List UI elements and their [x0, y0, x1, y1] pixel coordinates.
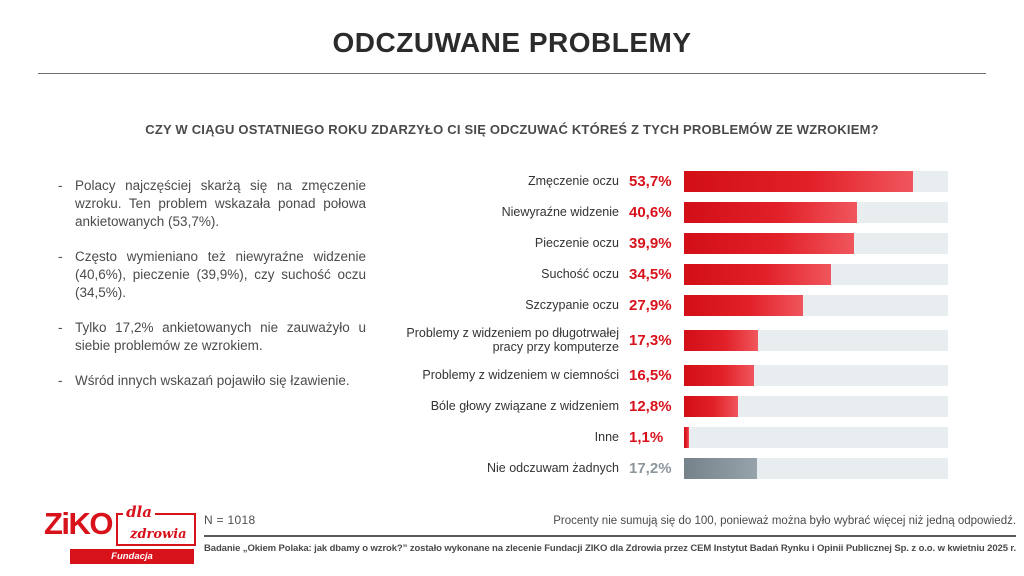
bar-label: Inne	[594, 430, 619, 445]
bar-fill	[684, 202, 857, 224]
bar-track	[684, 171, 948, 193]
bar-track	[684, 395, 948, 417]
bullet-dash: -	[58, 372, 63, 388]
bar-label: Nie odczuwam żadnych	[486, 461, 619, 476]
bar-track	[684, 364, 948, 386]
bar-fill	[684, 295, 803, 317]
footer-right: N = 1018 Procenty nie sumują się do 100,…	[204, 510, 1016, 554]
bar-chart: Zmęczenie oczu 53,7% Niewyraźne widzenie 40…	[374, 171, 948, 489]
bar-value: 40,6%	[629, 204, 672, 222]
chart-row: Bóle głowy związane z widzeniem 12,8%	[374, 395, 948, 417]
bar-value: 12,8%	[629, 397, 672, 415]
bullet-text: Wśród innych wskazań pojawiło się łzawie…	[75, 372, 350, 388]
chart-row: Szczypanie oczu 27,9%	[374, 295, 948, 317]
footer-top-row: N = 1018 Procenty nie sumują się do 100,…	[204, 510, 1016, 527]
bar-label: Suchość oczu	[541, 267, 619, 282]
chart-row: Problemy z widzeniem w ciemności 16,5%	[374, 364, 948, 386]
bar-label: Zmęczenie oczu	[527, 174, 619, 189]
title-divider	[38, 72, 986, 75]
zdrowia-label: zdrowia	[130, 527, 187, 542]
bar-fill	[684, 329, 758, 351]
bullet-dash: -	[58, 178, 63, 194]
bullet-dash: -	[58, 319, 63, 335]
ziko-logo-top: ZiKO dla zdrowia	[44, 505, 196, 546]
chart-row: Pieczenie oczu 39,9%	[374, 233, 948, 255]
bar-fill	[684, 171, 913, 193]
bullet-dash: -	[58, 248, 63, 264]
chart-row: Niewyraźne widzenie 40,6%	[374, 202, 948, 224]
bar-fill	[684, 264, 831, 286]
sample-size-label: N = 1018	[204, 513, 256, 527]
page-title: ODCZUWANE PROBLEMY	[332, 27, 692, 58]
bar-track	[684, 426, 948, 448]
bar-value: 17,3%	[629, 331, 672, 349]
percent-note: Procenty nie sumują się do 100, ponieważ…	[553, 515, 1017, 527]
chart-row: Inne 1,1%	[374, 426, 948, 448]
bar-label: Problemy z widzeniem w ciemności	[422, 368, 619, 383]
insights-list: - Polacy najczęściej skarżą się na zmęcze…	[58, 171, 366, 489]
bar-track	[684, 295, 948, 317]
ziko-logo: ZiKO dla zdrowia Fundacja	[44, 505, 196, 564]
bar-fill	[684, 395, 739, 417]
bar-value: 16,5%	[629, 366, 672, 384]
bar-track	[684, 202, 948, 224]
dla-script-label: dla	[123, 505, 155, 520]
bullet-text: Polacy najczęściej skarżą się na zmęczen…	[75, 178, 366, 229]
bar-value: 39,9%	[629, 235, 672, 253]
bar-track	[684, 457, 948, 479]
chart-row: Problemy z widzeniem po długotrwałej pra…	[374, 326, 948, 355]
bullet-item: - Często wymieniano też niewyraźne widzen…	[58, 248, 366, 302]
survey-question: CZY W CIĄGU OSTATNIEGO ROKU ZDARZYŁO CI …	[145, 122, 879, 138]
bar-label: Bóle głowy związane z widzeniem	[430, 399, 619, 414]
bullet-text: Tylko 17,2% ankietowanych nie zauważyło …	[75, 319, 366, 353]
ziko-wordmark: ZiKO	[44, 506, 114, 541]
bar-label: Niewyraźne widzenie	[501, 205, 619, 220]
bar-fill	[684, 457, 758, 479]
dla-zdrowia-box: dla zdrowia	[116, 505, 196, 546]
bar-track	[684, 233, 948, 255]
bar-value: 1,1%	[629, 428, 664, 446]
bar-label: Pieczenie oczu	[534, 236, 619, 251]
fundacja-banner: Fundacja	[70, 549, 194, 564]
bar-value: 34,5%	[629, 266, 672, 284]
bar-fill	[684, 426, 689, 448]
bar-track	[684, 329, 948, 351]
footer: ZiKO dla zdrowia Fundacja N = 1018 Proce…	[44, 505, 1016, 564]
chart-row: Zmęczenie oczu 53,7%	[374, 171, 948, 193]
bar-label: Szczypanie oczu	[525, 298, 619, 313]
bullet-item: - Wśród innych wskazań pojawiło się łzawi…	[58, 372, 366, 390]
content-area: - Polacy najczęściej skarżą się na zmęcze…	[58, 171, 948, 489]
bar-track	[684, 264, 948, 286]
bar-value: 53,7%	[629, 173, 672, 191]
chart-row: Suchość oczu 34,5%	[374, 264, 948, 286]
bar-fill	[684, 233, 855, 255]
bar-value: 17,2%	[629, 459, 672, 477]
bullet-text: Często wymieniano też niewyraźne widzeni…	[75, 248, 366, 300]
source-note: Badanie „Okiem Polaka: jak dbamy o wzrok…	[204, 543, 1017, 554]
bar-fill	[684, 364, 755, 386]
bar-value: 27,9%	[629, 297, 672, 315]
bullet-item: - Polacy najczęściej skarżą się na zmęcze…	[58, 177, 366, 231]
bar-label: Problemy z widzeniem po długotrwałej pra…	[406, 326, 619, 355]
chart-row: Nie odczuwam żadnych 17,2%	[374, 457, 948, 479]
bullet-item: - Tylko 17,2% ankietowanych nie zauważyło…	[58, 319, 366, 355]
footer-divider	[204, 535, 1017, 537]
